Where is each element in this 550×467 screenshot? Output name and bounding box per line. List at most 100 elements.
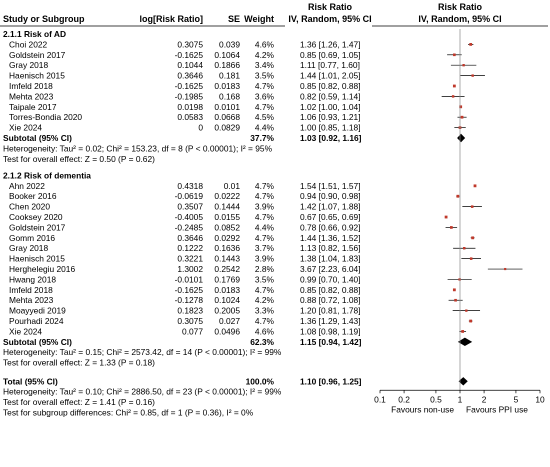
study-point: [459, 105, 463, 109]
study-ci: 0.85 [0.82, 0.88]: [300, 81, 361, 91]
study-point: [444, 215, 448, 219]
study-log-rr: -0.1278: [175, 295, 204, 305]
study-log-rr: 0.1823: [177, 306, 203, 316]
study-se: 0.1636: [214, 243, 240, 253]
study-name: Haenisch 2015: [9, 71, 65, 81]
study-ci: 0.82 [0.59, 1.14]: [300, 91, 361, 101]
subtotal-ci-0: 1.03 [0.92, 1.16]: [300, 133, 362, 143]
study-ci: 1.20 [0.81, 1.78]: [300, 306, 361, 316]
study-log-rr: 0.1044: [177, 60, 203, 70]
study-name: Cooksey 2020: [9, 212, 63, 222]
study-ci: 1.02 [1.00, 1.04]: [300, 102, 361, 112]
total-heterogeneity: Heterogeneity: Tau² = 0.10; Chi² = 2886.…: [3, 387, 282, 397]
study-name: Xie 2024: [9, 326, 42, 336]
study-log-rr: 0.3646: [177, 233, 203, 243]
study-weight: 3.6%: [255, 91, 275, 101]
header-log-rr: log[Risk Ratio]: [139, 14, 203, 24]
study-se: 0.0155: [214, 212, 240, 222]
total-diamond: [458, 377, 468, 386]
study-se: 0.1064: [214, 50, 240, 60]
subtotal-ci-1: 1.15 [0.94, 1.42]: [300, 337, 362, 347]
header-risk-ratio-left: Risk Ratio: [308, 2, 353, 12]
x-tick-label: 5: [514, 394, 519, 404]
study-log-rr: 0.3221: [177, 254, 203, 264]
study-point: [456, 194, 460, 198]
subtotal-diamond-0: [457, 133, 466, 143]
header-weight: Weight: [244, 14, 274, 24]
study-log-rr: 0.3507: [177, 202, 203, 212]
study-log-rr: 0.3075: [177, 39, 203, 49]
study-se: 0.0222: [214, 191, 240, 201]
study-weight: 4.7%: [255, 285, 275, 295]
study-log-rr: 1.3002: [177, 264, 203, 274]
study-point: [453, 53, 456, 57]
total-ci: 1.10 [0.96, 1.25]: [300, 376, 362, 386]
study-se: 0.0852: [214, 222, 240, 232]
study-name: Pourhadi 2024: [9, 316, 64, 326]
favours-left: Favours non-use: [391, 404, 454, 414]
study-weight: 4.6%: [255, 39, 275, 49]
header-plot-ci: IV, Random, 95% CI: [418, 14, 501, 24]
study-ci: 1.08 [0.98, 1.19]: [300, 326, 361, 336]
study-se: 0.168: [219, 91, 240, 101]
study-ci: 0.67 [0.65, 0.69]: [300, 212, 361, 222]
study-name: Xie 2024: [9, 123, 42, 133]
study-ci: 1.36 [1.29, 1.43]: [300, 316, 361, 326]
study-ci: 1.36 [1.26, 1.47]: [300, 39, 361, 49]
study-log-rr: -0.2485: [175, 222, 204, 232]
total-weight: 100.0%: [246, 376, 275, 386]
study-ci: 1.11 [0.77, 1.60]: [300, 60, 360, 70]
study-point: [469, 43, 473, 46]
study-weight: 3.3%: [255, 306, 275, 316]
study-weight: 3.9%: [255, 254, 275, 264]
study-name: Torres-Bondia 2020: [9, 112, 82, 122]
x-tick-label: 0.5: [430, 394, 442, 404]
study-se: 0.2005: [214, 306, 240, 316]
total-label: Total (95% CI): [3, 376, 58, 386]
study-name: Gray 2018: [9, 243, 48, 253]
study-se: 0.1866: [214, 60, 240, 70]
subgroup-differences: Test for subgroup differences: Chi² = 0.…: [3, 407, 254, 417]
study-log-rr: 0.3075: [177, 316, 203, 326]
study-point: [470, 205, 474, 208]
study-weight: 3.4%: [255, 60, 275, 70]
study-se: 0.0101: [214, 102, 240, 112]
study-name: Booker 2016: [9, 191, 57, 201]
header-ci: IV, Random, 95% CI: [288, 14, 371, 24]
study-weight: 4.7%: [255, 81, 275, 91]
study-name: Taipale 2017: [9, 102, 57, 112]
x-tick-label: 1: [458, 394, 463, 404]
study-point: [450, 226, 453, 229]
study-log-rr: 0.4318: [177, 181, 203, 191]
subtotal-weight-1: 62.3%: [250, 337, 274, 347]
study-log-rr: -0.0101: [175, 274, 204, 284]
study-name: Moayyedi 2019: [9, 306, 66, 316]
study-point: [460, 115, 464, 119]
heterogeneity-1: Heterogeneity: Tau² = 0.15; Chi² = 2573.…: [3, 347, 282, 357]
study-ci: 0.85 [0.69, 1.05]: [300, 50, 361, 60]
study-se: 0.1444: [214, 202, 240, 212]
study-point: [473, 184, 477, 188]
study-log-rr: -0.1625: [175, 50, 204, 60]
study-point: [452, 84, 456, 88]
study-point: [469, 319, 473, 323]
study-ci: 1.54 [1.51, 1.57]: [300, 181, 361, 191]
header-study: Study or Subgroup: [3, 14, 85, 24]
subtotal-label-0: Subtotal (95% CI): [3, 133, 72, 143]
study-se: 0.1024: [214, 295, 240, 305]
study-ci: 1.38 [1.04, 1.83]: [300, 254, 361, 264]
study-weight: 4.7%: [255, 316, 275, 326]
study-weight: 4.2%: [255, 50, 275, 60]
study-name: Goldstein 2017: [9, 50, 66, 60]
study-se: 0.0183: [214, 285, 240, 295]
study-se: 0.0183: [214, 81, 240, 91]
group-title-0: 2.1.1 Risk of AD: [3, 29, 66, 39]
study-ci: 1.44 [1.01, 2.05]: [300, 71, 361, 81]
study-point: [461, 330, 465, 333]
study-name: Ahn 2022: [9, 181, 45, 191]
study-name: Mehta 2023: [9, 91, 54, 101]
study-weight: 2.8%: [255, 264, 275, 274]
study-point: [465, 309, 468, 312]
study-point: [469, 257, 473, 260]
study-ci: 3.67 [2.23, 6.04]: [300, 264, 361, 274]
